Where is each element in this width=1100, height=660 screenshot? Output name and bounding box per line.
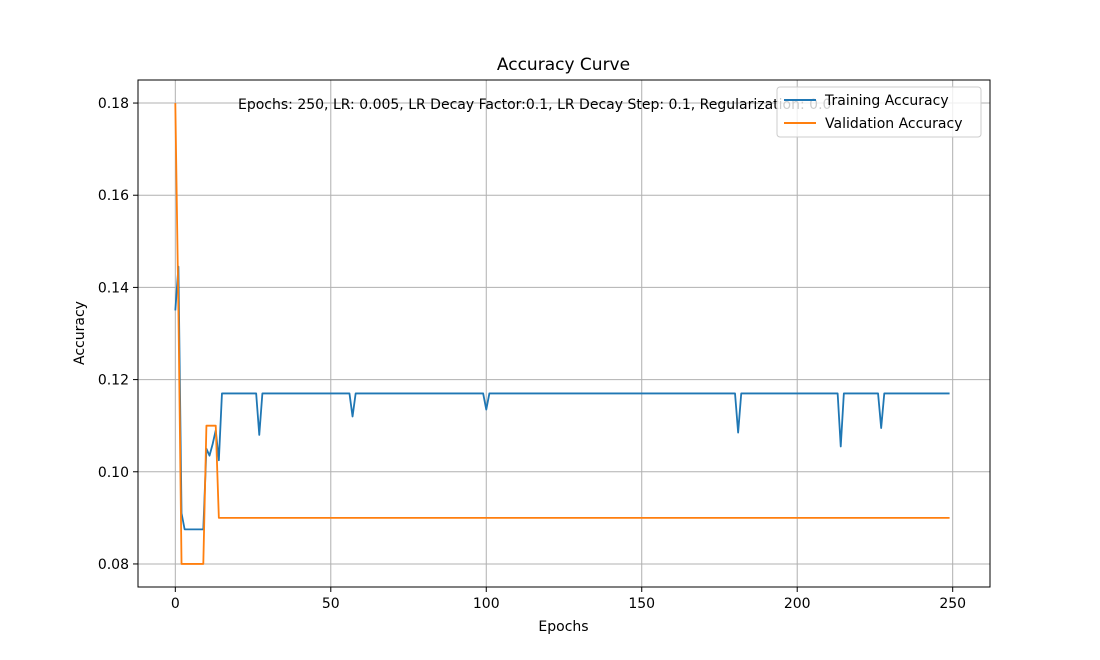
x-axis-label: Epochs [538,619,588,635]
legend: Training Accuracy Validation Accuracy [776,86,982,138]
chart-title: Accuracy Curve [497,55,630,75]
x-tick-label: 200 [784,596,811,612]
grid-layer [138,80,990,587]
legend-box [776,86,982,138]
legend-label-0: Training Accuracy [824,93,949,109]
y-tick-label: 0.12 [98,373,129,389]
x-tick-label: 0 [171,596,180,612]
series-layer [174,103,950,565]
legend-label-1: Validation Accuracy [825,116,963,132]
x-tick-label: 50 [322,596,340,612]
y-tick-label: 0.10 [98,465,129,481]
series-line-0 [174,265,950,531]
y-tick-label: 0.18 [98,96,129,112]
series-line-1 [174,103,950,565]
hyperparameter-annotation: Epochs: 250, LR: 0.005, LR Decay Factor:… [238,97,831,113]
tick-layer: 0 50 100 150 200 250 0.08 0.10 0.12 0.14 0.16 0.18 [98,96,966,612]
x-tick-label: 150 [628,596,655,612]
y-tick-label: 0.14 [98,280,129,296]
y-axis-label: Accuracy [72,301,88,365]
x-tick-label: 250 [939,596,966,612]
y-tick-label: 0.08 [98,557,129,573]
y-tick-label: 0.16 [98,188,129,204]
plot-frame [137,79,991,588]
x-tick-label: 100 [473,596,500,612]
